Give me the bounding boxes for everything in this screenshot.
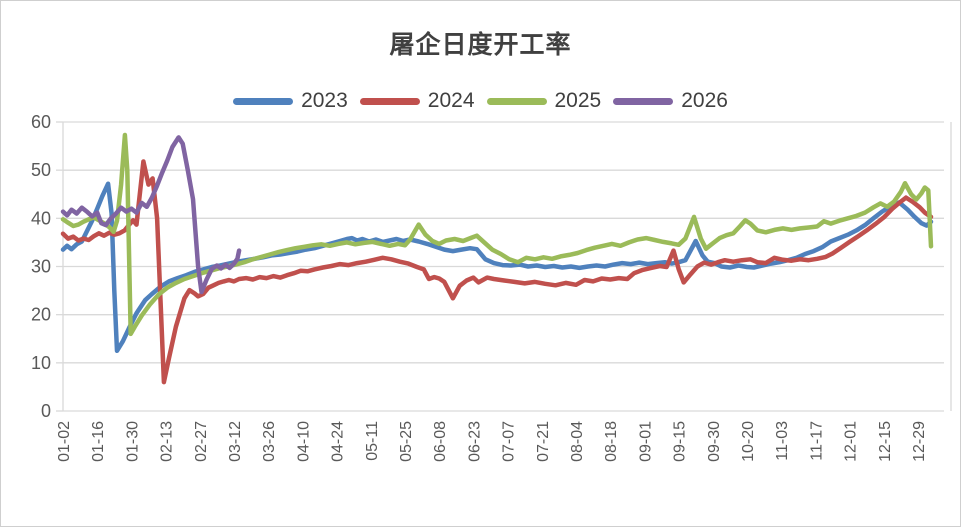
legend-label: 2026 — [681, 89, 728, 112]
x-axis-label-06-08: 06-08 — [432, 421, 449, 462]
legend-item-2023[interactable]: 2023 — [233, 89, 348, 113]
x-axis-label-04-24: 04-24 — [330, 421, 347, 462]
x-axis-label-02-13: 02-13 — [159, 421, 176, 462]
legend-swatch-2024 — [359, 97, 420, 105]
x-axis-label-12-01: 12-01 — [843, 421, 860, 462]
legend-item-2024[interactable]: 2024 — [359, 89, 475, 113]
chart-title: 屠企日度开工率 — [389, 31, 572, 59]
series-line-2026[interactable] — [60, 135, 242, 295]
x-axis-label-07-07: 07-07 — [501, 421, 518, 462]
x-axis-label-02-27: 02-27 — [193, 421, 210, 462]
x-axis-label-11-03: 11-03 — [774, 421, 791, 461]
y-axis-label-20: 20 — [31, 305, 51, 325]
series-line-2023[interactable] — [60, 181, 934, 354]
chart-legend: 2023 2024 2025 2026 — [1, 89, 960, 113]
x-axis-label-08-04: 08-04 — [569, 421, 586, 462]
x-axis-label-09-01: 09-01 — [637, 421, 654, 462]
y-axis-label-10: 10 — [31, 353, 51, 373]
x-axis-label-01-02: 01-02 — [56, 421, 73, 462]
x-axis-label-05-25: 05-25 — [398, 421, 415, 462]
y-axis-label-0: 0 — [41, 401, 51, 421]
y-axis-label-30: 30 — [31, 257, 51, 277]
y-axis-label-40: 40 — [31, 208, 51, 228]
x-axis-label-06-23: 06-23 — [466, 421, 483, 462]
x-axis-label-01-30: 01-30 — [124, 421, 141, 462]
legend-label: 2023 — [301, 89, 348, 112]
y-axis-label-60: 60 — [31, 112, 51, 132]
legend-item-2026[interactable]: 2026 — [613, 89, 728, 113]
legend-label: 2025 — [554, 89, 602, 112]
x-axis-label-01-16: 01-16 — [90, 421, 107, 462]
legend-swatch-2023 — [233, 97, 294, 105]
legend-swatch-2026 — [613, 97, 674, 105]
x-axis-label-12-15: 12-15 — [877, 421, 894, 462]
series-line-2024[interactable] — [60, 159, 934, 385]
x-axis-label-10-20: 10-20 — [740, 421, 757, 462]
x-axis-label-07-21: 07-21 — [535, 421, 552, 462]
x-axis-label-04-10: 04-10 — [295, 421, 312, 462]
legend-item-2025[interactable]: 2025 — [486, 89, 602, 113]
x-axis-label-09-30: 09-30 — [706, 421, 723, 462]
x-axis-label-03-12: 03-12 — [227, 421, 244, 462]
x-axis-label-12-29: 12-29 — [911, 421, 928, 462]
x-axis-label-09-15: 09-15 — [672, 421, 689, 462]
x-axis-label-03-26: 03-26 — [261, 421, 278, 462]
x-axis-label-11-17: 11-17 — [808, 421, 825, 461]
legend-swatch-2025 — [486, 97, 547, 105]
x-axis-label-05-11: 05-11 — [364, 421, 381, 461]
y-axis-label-50: 50 — [31, 160, 51, 180]
x-axis-label-08-18: 08-18 — [603, 421, 620, 462]
legend-label: 2024 — [427, 89, 475, 112]
series-line-2025[interactable] — [60, 132, 934, 337]
